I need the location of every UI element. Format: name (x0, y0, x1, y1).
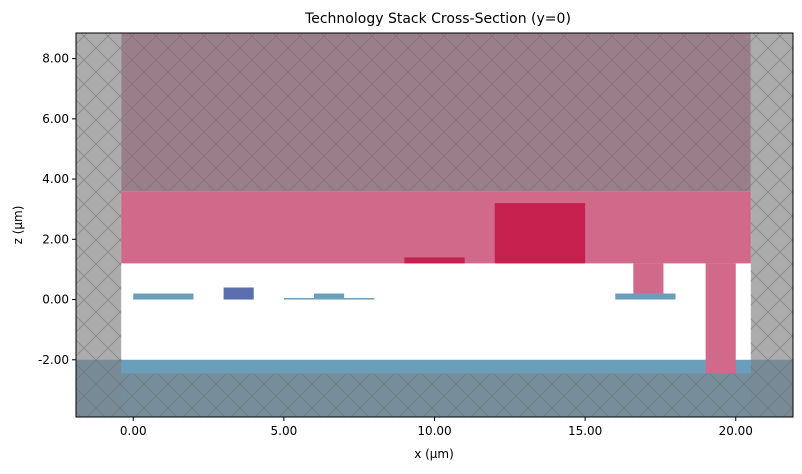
region-waveguide-1 (133, 293, 194, 300)
y-axis-label: z (µm) (11, 206, 25, 245)
y-tick-label: 2.00 (42, 232, 69, 246)
region-waveguide-2 (223, 287, 254, 300)
x-axis-label: x (µm) (414, 447, 454, 461)
y-tick-label: -2.00 (38, 353, 69, 367)
region-pad (494, 203, 586, 264)
region-cladding (121, 191, 751, 264)
x-tick-label: 0.00 (120, 424, 147, 438)
region-heater (404, 257, 465, 264)
region-via-deep (705, 263, 736, 374)
axes: 0.00 5.00 10.00 15.00 20.00 -2.00 0.00 2.00 4.00… (38, 32, 794, 438)
y-tick-label: 6.00 (42, 112, 69, 126)
chart-title: Technology Stack Cross-Section (y=0) (304, 11, 571, 27)
x-tick-label: 20.00 (719, 424, 753, 438)
x-tick-label: 15.00 (568, 424, 602, 438)
region-via (633, 263, 664, 294)
x-tick-label: 10.00 (417, 424, 451, 438)
y-tick-label: 4.00 (42, 172, 69, 186)
region-waveguide-3 (615, 293, 676, 300)
plot-area (76, 33, 793, 417)
region-rib-core (313, 293, 345, 299)
x-tick-label: 5.00 (271, 424, 298, 438)
hatch-pml-bottom (121, 373, 751, 417)
y-tick-label: 0.00 (42, 293, 69, 307)
hatch-top-region (121, 33, 751, 192)
hatch-pml-right (750, 33, 793, 417)
y-tick-label: 8.00 (42, 52, 69, 66)
region-rib-slab (283, 298, 375, 300)
hatch-pml-left (76, 33, 122, 417)
